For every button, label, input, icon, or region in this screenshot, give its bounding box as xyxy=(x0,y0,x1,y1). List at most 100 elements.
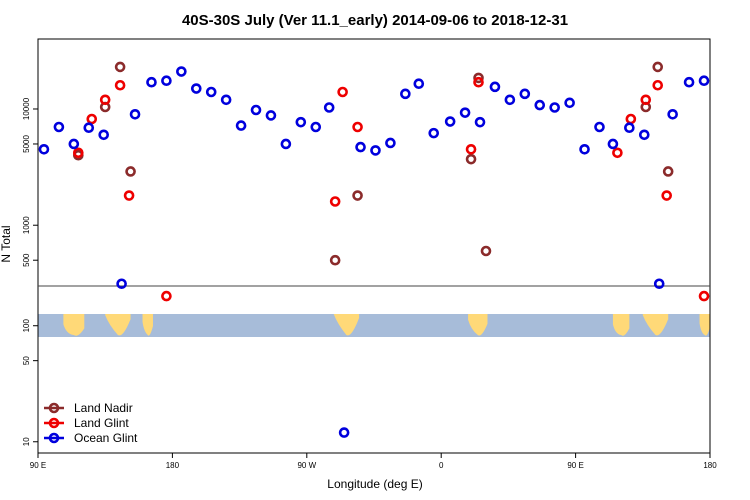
data-point xyxy=(83,122,95,134)
data-point xyxy=(265,110,277,121)
data-point xyxy=(161,75,172,87)
data-point xyxy=(295,116,307,128)
data-point xyxy=(370,145,381,156)
data-point xyxy=(190,83,202,94)
data-point xyxy=(465,143,477,155)
data-point xyxy=(473,72,484,84)
legend-label: Land Nadir xyxy=(74,401,133,415)
x-tick-label: 90 E xyxy=(30,461,46,470)
data-point xyxy=(652,79,664,91)
data-point xyxy=(489,81,501,93)
map-land-new-zealand xyxy=(699,314,710,336)
data-point xyxy=(329,254,341,266)
data-point xyxy=(504,94,516,106)
data-point xyxy=(352,190,363,201)
x-tick-label: 0 xyxy=(439,461,444,470)
data-point xyxy=(683,76,695,88)
data-point xyxy=(607,138,619,150)
map-ocean xyxy=(38,314,710,337)
data-point xyxy=(38,143,50,155)
map-land-south-africa xyxy=(468,314,488,336)
data-point xyxy=(68,138,80,150)
data-point xyxy=(579,143,590,155)
legend-label: Land Glint xyxy=(74,416,129,430)
data-point xyxy=(459,107,471,118)
data-point xyxy=(698,290,710,302)
map-land-tasmania-nz xyxy=(142,314,153,336)
y-axis-label: N Total xyxy=(0,225,13,262)
y-tick-label: 50 xyxy=(22,356,31,365)
data-point xyxy=(355,141,366,153)
data-point xyxy=(480,245,492,257)
data-point xyxy=(250,104,262,116)
data-point xyxy=(73,147,84,159)
series-land-nadir xyxy=(73,61,674,266)
legend-item: Land Glint xyxy=(44,416,129,430)
data-point xyxy=(549,102,560,113)
map-land-australia-east xyxy=(105,314,131,336)
data-point xyxy=(413,78,425,90)
data-point xyxy=(428,127,440,139)
data-point xyxy=(53,121,65,133)
data-point xyxy=(640,94,652,106)
data-point xyxy=(652,61,664,73)
x-tick-label: 180 xyxy=(166,461,180,470)
data-point xyxy=(129,109,141,120)
y-tick-label: 10 xyxy=(22,437,31,446)
data-point xyxy=(385,137,396,149)
data-point xyxy=(625,113,637,125)
data-point xyxy=(161,290,172,302)
map-land-south-america xyxy=(333,314,360,336)
data-point xyxy=(534,99,546,111)
data-point xyxy=(624,122,635,134)
data-point xyxy=(114,79,126,91)
y-tick-label: 5000 xyxy=(22,135,31,153)
y-tick-label: 500 xyxy=(22,253,31,267)
series-ocean-glint xyxy=(38,66,710,438)
data-point xyxy=(220,94,232,106)
data-point xyxy=(125,166,136,177)
map-land-australia-west xyxy=(612,314,630,336)
legend-marker xyxy=(48,402,60,414)
x-axis-label: Longitude (deg E) xyxy=(327,477,422,491)
data-point xyxy=(465,153,477,165)
data-point xyxy=(116,278,127,290)
legend-marker xyxy=(48,417,60,429)
data-point xyxy=(280,138,292,150)
legend-item: Ocean Glint xyxy=(44,431,138,445)
chart-title: 40S-30S July (Ver 11.1_early) 2014-09-06… xyxy=(182,12,568,29)
data-point xyxy=(473,76,484,88)
y-tick-label: 10000 xyxy=(22,97,31,120)
data-point xyxy=(653,278,665,290)
y-tick-label: 100 xyxy=(22,319,31,333)
data-point xyxy=(564,97,575,109)
data-point xyxy=(235,120,247,131)
data-point xyxy=(661,190,672,201)
data-point xyxy=(519,88,531,100)
data-point xyxy=(329,196,341,207)
data-point xyxy=(474,116,486,128)
data-point xyxy=(638,129,650,141)
data-point xyxy=(594,121,605,133)
map-land-australia-west xyxy=(63,314,85,336)
y-tick-label: 1000 xyxy=(22,216,31,234)
data-point xyxy=(667,109,678,120)
x-tick-label: 180 xyxy=(703,461,717,470)
data-point xyxy=(98,129,110,141)
data-point xyxy=(337,86,348,98)
data-point xyxy=(123,190,135,201)
data-point xyxy=(310,121,322,133)
data-point xyxy=(114,61,126,73)
map-strip xyxy=(38,314,710,337)
data-point xyxy=(400,88,411,100)
data-point xyxy=(146,76,157,88)
data-point xyxy=(205,86,217,98)
legend-label: Ocean Glint xyxy=(74,431,138,445)
data-point xyxy=(352,121,363,133)
data-point xyxy=(176,66,187,77)
data-point xyxy=(338,427,350,438)
data-point xyxy=(99,94,111,106)
x-tick-label: 90 E xyxy=(567,461,583,470)
